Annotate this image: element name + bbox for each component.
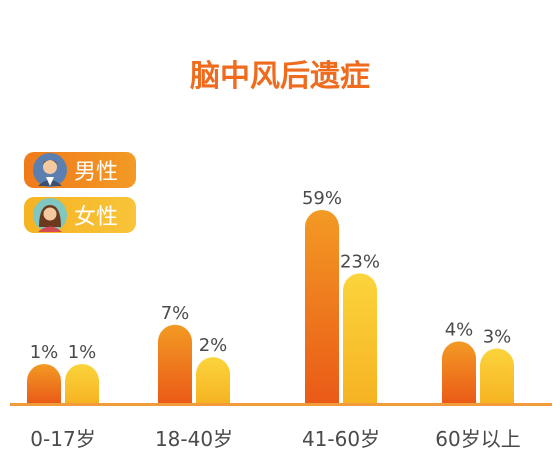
data-label-female-2: 23% xyxy=(340,251,380,272)
bar-male-3 xyxy=(442,341,476,404)
bar-male-0 xyxy=(27,364,61,404)
legend-item-female: 女性 xyxy=(24,197,136,233)
bar-female-2 xyxy=(343,273,377,404)
bar-male-2 xyxy=(305,210,339,404)
data-label-female-1: 2% xyxy=(199,335,228,356)
data-label-female-3: 3% xyxy=(483,326,512,347)
data-label-male-3: 4% xyxy=(445,319,474,340)
data-label-male-2: 59% xyxy=(302,188,342,209)
woman-avatar-icon xyxy=(33,198,67,232)
category-label-0: 0-17岁 xyxy=(30,427,95,451)
bar-male-1 xyxy=(158,324,192,404)
legend-label-male: 男性 xyxy=(74,160,119,185)
data-label-male-1: 7% xyxy=(161,303,190,324)
bar-female-0 xyxy=(65,364,99,404)
man-avatar-icon xyxy=(33,153,67,187)
legend-label-female: 女性 xyxy=(74,205,119,230)
category-label-1: 18-40岁 xyxy=(155,427,233,451)
bar-female-1 xyxy=(196,357,230,404)
legend-item-male: 男性 xyxy=(24,152,136,188)
bar-female-3 xyxy=(480,348,514,404)
data-label-female-0: 1% xyxy=(68,342,97,363)
category-label-2: 41-60岁 xyxy=(302,427,380,451)
data-label-male-0: 1% xyxy=(30,342,59,363)
chart-title: 脑中风后遗症 xyxy=(190,59,370,94)
x-axis-line xyxy=(10,403,552,406)
category-label-3: 60岁以上 xyxy=(435,427,520,451)
